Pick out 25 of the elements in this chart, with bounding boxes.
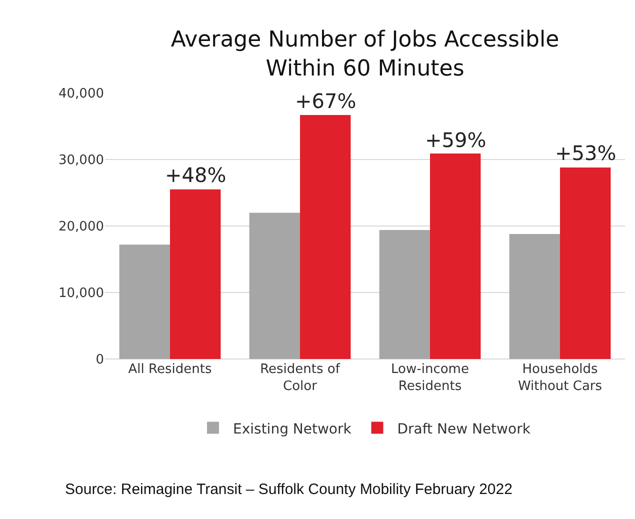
chart-title: Average Number of Jobs Accessible Within 60 Minutes	[170, 28, 560, 82]
bar	[430, 154, 481, 359]
annotation: +59%	[425, 128, 486, 152]
legend-label: Existing Network	[233, 421, 352, 438]
bar	[300, 114, 351, 359]
x-tick-label: All Residents	[128, 362, 212, 377]
annotation: +53%	[555, 141, 616, 165]
annotation: +48%	[165, 163, 226, 187]
y-tick-label: 10,000	[58, 286, 104, 302]
annotation: +67%	[295, 89, 356, 113]
y-tick-label: 30,000	[58, 153, 104, 168]
bar	[560, 167, 611, 359]
y-tick-label: 40,000	[58, 86, 104, 102]
y-tick-label: 20,000	[58, 220, 104, 235]
source-note: Source: Reimagine Transit – Suffolk County Mobility February 2022	[65, 481, 512, 498]
x-tick-label: Households Without Cars	[518, 362, 602, 394]
bar	[249, 212, 300, 359]
legend-label: Draft New Network	[397, 421, 532, 438]
bar	[379, 230, 430, 359]
bar	[119, 244, 170, 359]
x-tick-label: Low-income Residents	[391, 362, 469, 394]
y-tick-label: 0	[96, 352, 104, 368]
bar	[509, 234, 560, 359]
bar	[170, 189, 221, 359]
x-tick-label: Residents of Color	[260, 362, 340, 394]
